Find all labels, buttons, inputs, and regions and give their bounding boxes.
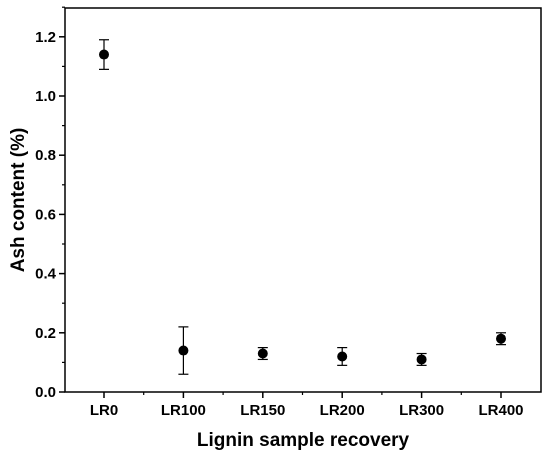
data-point bbox=[337, 351, 348, 362]
data-point bbox=[496, 333, 506, 344]
x-tick-label: LR200 bbox=[320, 402, 365, 419]
y-axis-ticks: 0.0 0.2 0.4 0.6 0.8 1.0 1.2 bbox=[35, 6, 65, 401]
x-tick-label: LR300 bbox=[399, 402, 444, 419]
y-axis-label: Ash content (%) bbox=[8, 128, 29, 273]
x-tick-label: LR0 bbox=[90, 402, 118, 419]
y-tick-label: 0.8 bbox=[35, 147, 56, 164]
x-axis-ticks: LR0 LR100 LR150 LR200 LR300 LR400 bbox=[90, 392, 524, 419]
y-tick-label: 1.2 bbox=[35, 29, 56, 46]
y-tick-label: 1.0 bbox=[35, 88, 56, 105]
x-tick-label: LR400 bbox=[478, 402, 523, 419]
data-point bbox=[416, 354, 427, 365]
y-tick-label: 0.0 bbox=[35, 384, 56, 401]
x-tick-label: LR150 bbox=[240, 402, 285, 419]
y-tick-label: 0.4 bbox=[35, 266, 57, 283]
y-tick-label: 0.6 bbox=[35, 206, 56, 223]
error-bars bbox=[99, 39, 506, 375]
data-point bbox=[257, 348, 268, 359]
x-axis-label: Lignin sample recovery bbox=[197, 430, 410, 451]
data-point bbox=[99, 49, 109, 60]
data-points bbox=[99, 49, 506, 365]
y-tick-label: 0.2 bbox=[35, 325, 56, 342]
data-point bbox=[178, 345, 189, 356]
x-tick-label: LR100 bbox=[161, 402, 206, 419]
plot-frame bbox=[64, 7, 542, 393]
